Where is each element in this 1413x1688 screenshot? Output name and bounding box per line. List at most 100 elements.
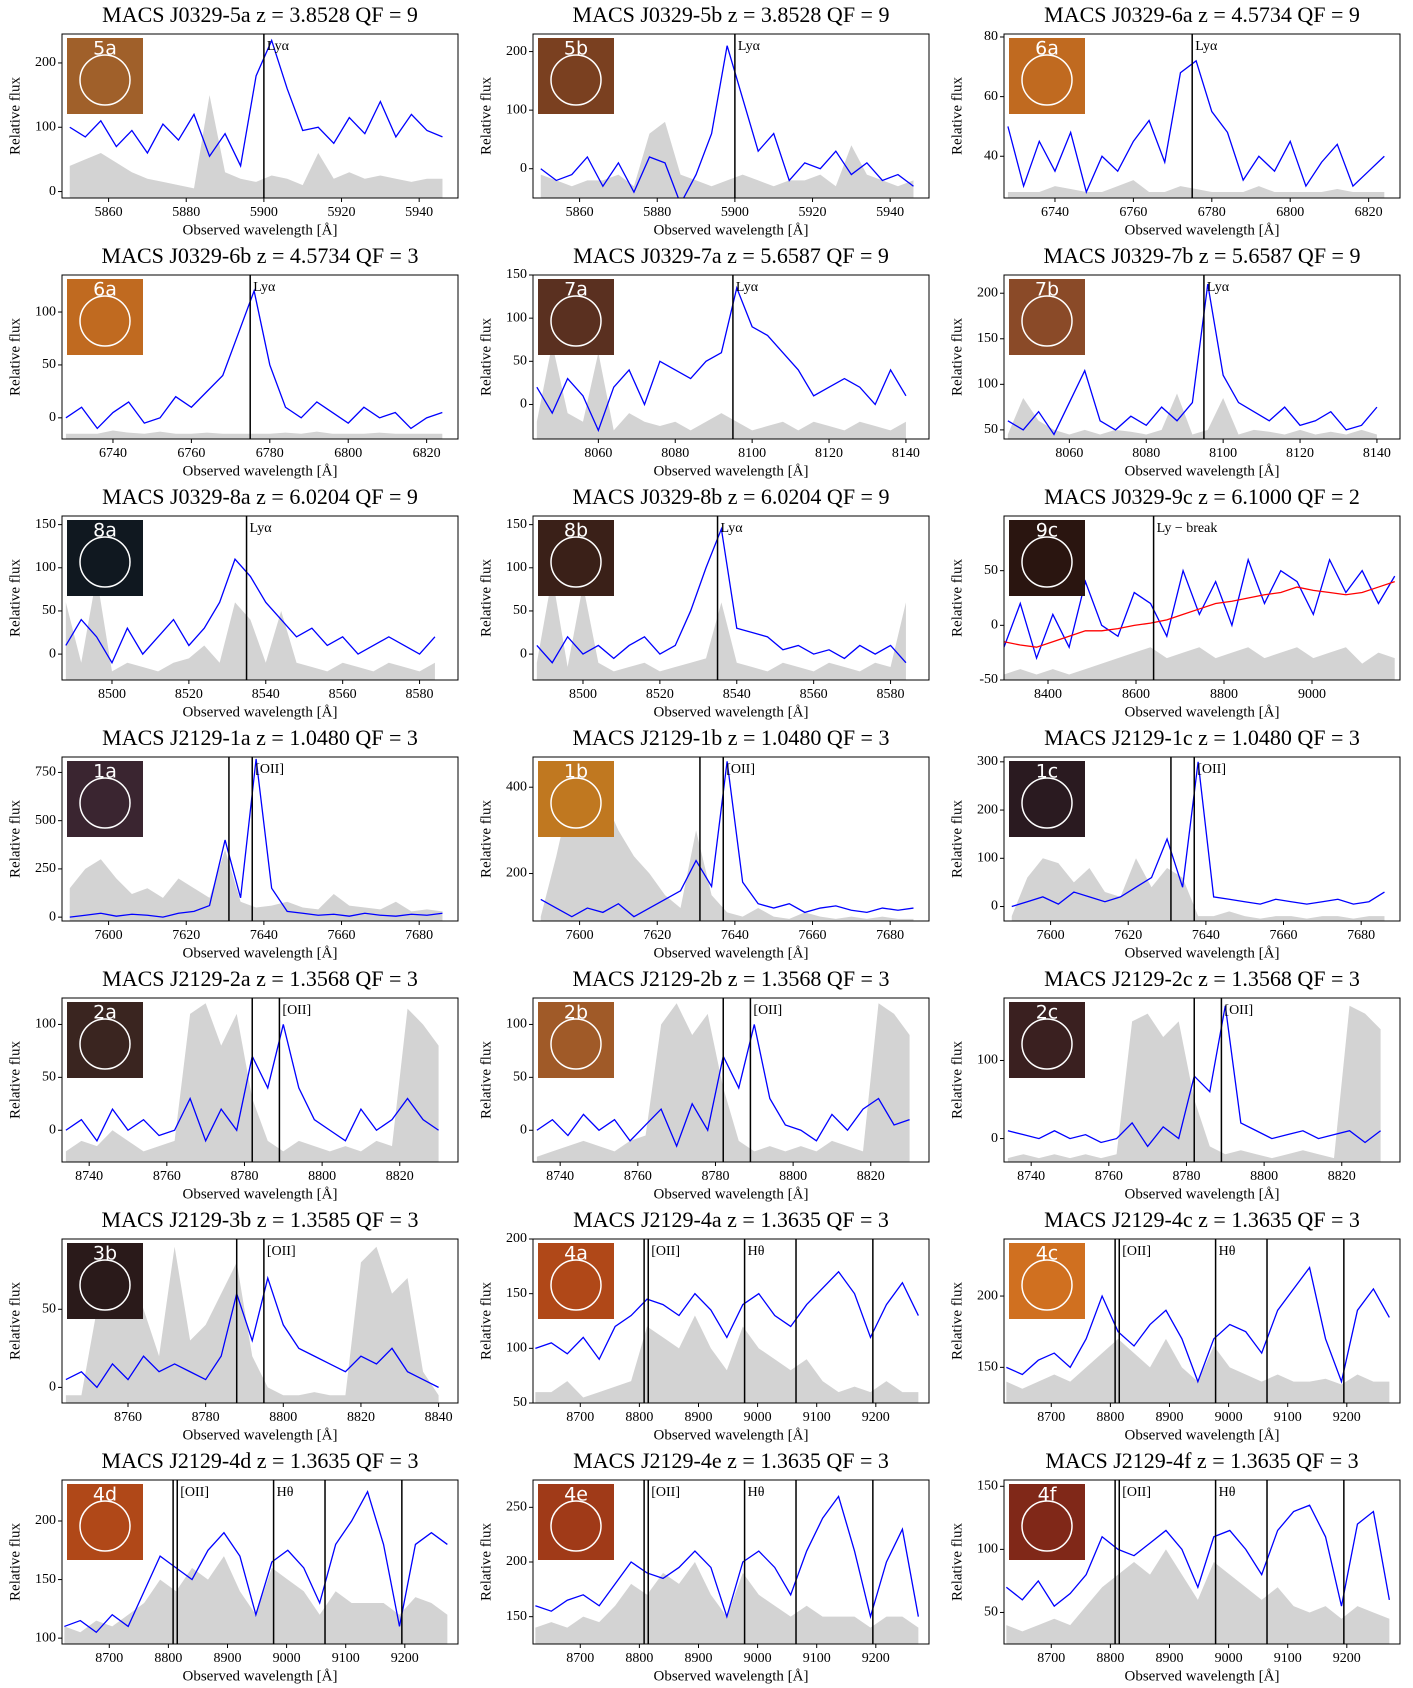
inset-aperture <box>550 54 602 106</box>
x-tick-label: 9100 <box>803 1651 831 1666</box>
plot-frame <box>61 274 459 440</box>
x-tick-label: 9000 <box>744 1410 772 1425</box>
x-tick-label: 8800 <box>1096 1651 1124 1666</box>
y-tick-label: 100 <box>35 1017 56 1032</box>
line-label: Lyα <box>1195 39 1218 54</box>
inset-aperture <box>79 295 131 347</box>
line-label: [OII] <box>180 1485 209 1500</box>
x-tick-label: 8780 <box>1172 1169 1200 1184</box>
x-tick-label: 8800 <box>625 1651 653 1666</box>
panel: MACS J2129-4c z = 1.3635 QF = 3 [OII] Hθ 87… <box>949 1207 1401 1443</box>
x-tick-label: 8400 <box>1034 687 1062 702</box>
line-label: Hθ <box>277 1485 294 1500</box>
x-tick-label: 8080 <box>661 446 689 461</box>
x-axis-label: Observed wavelength [Å] <box>654 1427 809 1443</box>
y-tick-label: 50 <box>984 1605 998 1620</box>
plot-frame <box>1003 33 1401 199</box>
x-tick-label: 8060 <box>1055 446 1083 461</box>
panel-title: MACS J2129-1c z = 1.0480 QF = 3 <box>1044 725 1360 750</box>
x-tick-label: 6740 <box>99 446 127 461</box>
x-tick-label: 9000 <box>273 1651 301 1666</box>
x-tick-label: 8600 <box>1122 687 1150 702</box>
y-tick-label: 0 <box>520 646 527 661</box>
y-tick-label: 100 <box>506 560 527 575</box>
y-axis-label: Relative flux <box>7 318 23 396</box>
x-tick-label: 8060 <box>584 446 612 461</box>
spectrum-line <box>1004 557 1396 661</box>
plot-area <box>1006 1265 1390 1403</box>
x-axis-label: Observed wavelength [Å] <box>183 222 338 238</box>
panel-title: MACS J0329-7a z = 5.6587 QF = 9 <box>573 243 889 268</box>
spectrum-line <box>540 761 914 918</box>
y-tick-label: 50 <box>513 1395 527 1410</box>
plot-area <box>536 526 907 680</box>
x-tick-label: 7600 <box>95 928 123 943</box>
y-tick-label: 150 <box>977 1479 998 1494</box>
y-tick-label: 60 <box>984 89 998 104</box>
inset-label: 4c <box>1036 1243 1059 1265</box>
x-tick-label: 8500 <box>569 687 597 702</box>
plot-area <box>1004 557 1396 680</box>
y-axis-label: Relative flux <box>949 559 965 637</box>
y-tick-label: 100 <box>506 102 527 117</box>
spectrum-line <box>69 758 443 918</box>
x-tick-label: 8820 <box>1328 1169 1356 1184</box>
x-axis-label: Observed wavelength [Å] <box>183 1668 338 1684</box>
inset-aperture <box>79 1018 131 1070</box>
plot-frame <box>532 1238 930 1404</box>
noise-area <box>540 121 914 198</box>
y-tick-label: 0 <box>520 397 527 412</box>
plot-frame <box>61 997 459 1163</box>
plot-frame <box>1003 515 1401 681</box>
x-tick-label: 7620 <box>1114 928 1142 943</box>
line-label: Lyα <box>253 280 276 295</box>
y-axis-label: Relative flux <box>7 1523 23 1601</box>
x-tick-label: 8760 <box>114 1410 142 1425</box>
noise-area <box>65 1246 439 1403</box>
x-tick-label: 6820 <box>413 446 441 461</box>
x-tick-label: 5860 <box>566 205 594 220</box>
x-tick-label: 8780 <box>230 1169 258 1184</box>
x-tick-label: 7680 <box>1347 928 1375 943</box>
x-tick-label: 6780 <box>256 446 284 461</box>
line-label: [OII] <box>651 1244 680 1259</box>
y-tick-label: 100 <box>977 1053 998 1068</box>
x-tick-label: 9100 <box>1274 1651 1302 1666</box>
x-tick-label: 9000 <box>744 1651 772 1666</box>
inset-label: 4f <box>1038 1484 1058 1506</box>
x-axis-label: Observed wavelength [Å] <box>1125 704 1280 720</box>
y-axis-label: Relative flux <box>478 1282 494 1360</box>
inset-label: 1c <box>1036 761 1059 783</box>
x-tick-label: 6800 <box>1276 205 1304 220</box>
panel-title: MACS J2129-4a z = 1.3635 QF = 3 <box>573 1207 889 1232</box>
spectrum-line <box>536 526 907 664</box>
inset-aperture <box>1021 1018 1073 1070</box>
x-tick-label: 9200 <box>862 1651 890 1666</box>
y-tick-label: 0 <box>520 161 527 176</box>
x-tick-label: 8080 <box>1132 446 1160 461</box>
plot-area <box>1007 284 1378 439</box>
inset-aperture <box>1021 295 1073 347</box>
plot-frame <box>61 1479 459 1645</box>
inset-label: 6a <box>93 279 117 301</box>
plot-frame <box>61 756 459 922</box>
x-tick-label: 5900 <box>250 205 278 220</box>
panel-title: MACS J2129-4d z = 1.3635 QF = 3 <box>102 1448 419 1473</box>
y-tick-label: 50 <box>42 357 56 372</box>
y-axis-label: Relative flux <box>949 318 965 396</box>
panel: MACS J2129-2c z = 1.3568 QF = 3 [OII] 8740… <box>949 966 1401 1202</box>
x-tick-label: 8820 <box>347 1410 375 1425</box>
line-label: Hθ <box>1219 1244 1236 1259</box>
x-tick-label: 9100 <box>803 1410 831 1425</box>
x-tick-label: 8780 <box>701 1169 729 1184</box>
inset-aperture <box>79 1259 131 1311</box>
y-tick-label: 0 <box>49 909 56 924</box>
x-tick-label: 5860 <box>95 205 123 220</box>
plot-frame <box>61 33 459 199</box>
y-tick-label: 100 <box>35 119 56 134</box>
x-tick-label: 8900 <box>684 1651 712 1666</box>
x-tick-label: 8100 <box>1209 446 1237 461</box>
y-tick-label: 200 <box>506 1554 527 1569</box>
y-tick-label: 250 <box>506 1500 527 1515</box>
